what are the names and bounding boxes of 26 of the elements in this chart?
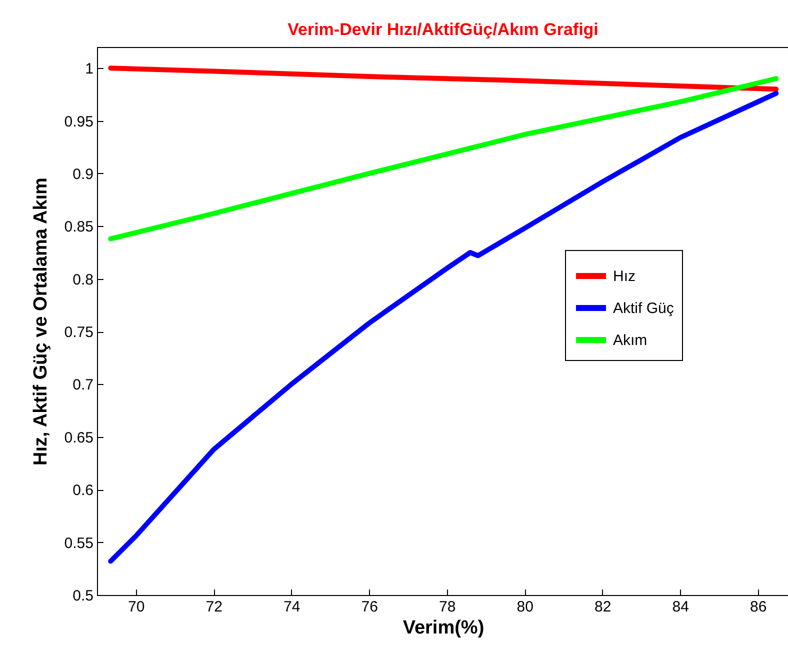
y-tick-label: 0.85: [64, 218, 94, 236]
x-tick-label: 70: [128, 598, 145, 616]
x-tick-label: 80: [516, 598, 534, 616]
x-tick-label: 76: [361, 598, 378, 616]
y-tick-label: 0.9: [72, 166, 94, 183]
y-tick-label: 0.7: [72, 376, 94, 394]
y-tick-label: 0.55: [64, 534, 94, 552]
y-tick-label: 0.5: [72, 588, 94, 604]
legend-label: Akım: [613, 332, 648, 349]
x-tick-label: 74: [284, 598, 300, 616]
x-axis-title: Verim(%): [402, 618, 484, 638]
y-tick-label: 0.95: [64, 113, 94, 130]
legend-label: Aktif Güç: [613, 300, 674, 317]
y-tick-label: 0.8: [72, 271, 94, 288]
chart-title: Verim-Devir Hızı/AktifGüç/Akım Grafigi: [288, 20, 598, 39]
x-tick-label: 72: [206, 598, 222, 616]
y-tick-label: 0.65: [64, 429, 94, 446]
x-tick-label: 78: [439, 598, 456, 616]
y-tick-label: 0.75: [64, 324, 94, 342]
x-tick-label: 82: [594, 598, 612, 616]
y-axis-title: Hız, Aktif Güç ve Ortalama Akım: [30, 178, 52, 466]
x-tick-label: 86: [750, 598, 767, 616]
x-tick-label: 84: [672, 598, 689, 616]
y-tick-label: 0.6: [72, 482, 94, 500]
legend-label: Hız: [613, 268, 636, 285]
y-tick-label: 1: [85, 60, 94, 78]
